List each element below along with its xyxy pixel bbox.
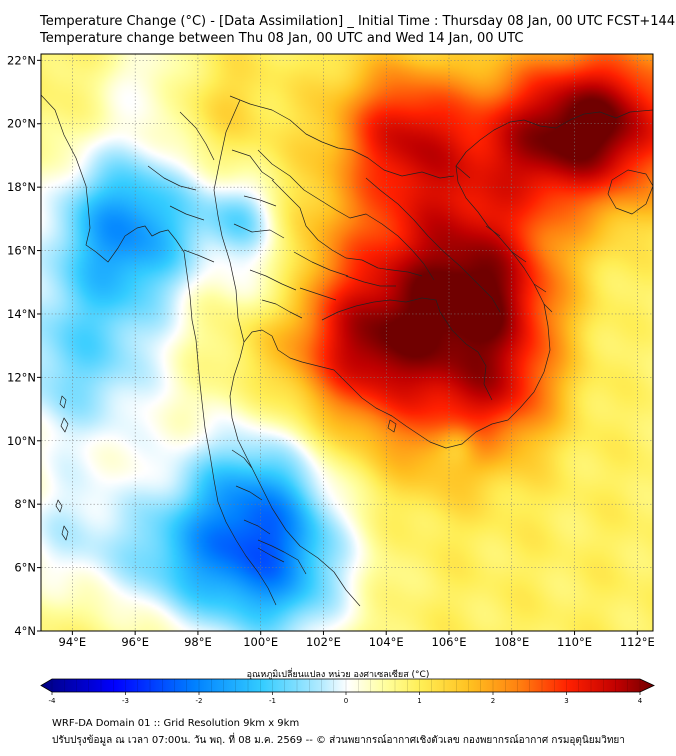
lon-tick-label: 98°E — [184, 635, 212, 649]
lat-tick-label: 14°N — [7, 307, 36, 321]
lat-tick-label: 18°N — [7, 180, 36, 194]
peninsula-west-coastline — [201, 401, 277, 606]
colorbar: -4 -3 -2 -1 0 1 2 3 4 — [40, 678, 655, 705]
peninsula-provinces — [231, 449, 285, 563]
colorbar-title: อุณหภูมิเปลี่ยนแปลง หน่วย องศาเซลเซียส (… — [246, 670, 430, 680]
coastlines-and-borders — [41, 94, 653, 607]
footer-update-info: ปรับปรุงข้อมูล ณ เวลา 07:00น. วัน พฤ. ที… — [52, 735, 625, 746]
lon-tick-label: 94°E — [59, 635, 87, 649]
longitude-labels: 94°E 96°E 98°E 100°E 102°E 104°E 106°E 108°E 110… — [59, 635, 655, 649]
colorbar-tick-label: 2 — [491, 697, 495, 705]
colorbar-tick-label: -1 — [269, 697, 276, 705]
laos-vietnam-border — [365, 177, 501, 313]
map-frame — [40, 53, 654, 632]
chart-title-line2: Temperature change between Thu 08 Jan, 0… — [40, 31, 524, 46]
colorbar-tick-label: -2 — [196, 697, 203, 705]
lat-tick-label: 22°N — [7, 53, 36, 67]
latitude-labels: 4°N 6°N 8°N 10°N 12°N 14°N 16°N 18°N 20°N 22°N — [7, 53, 36, 638]
lat-tick-label: 8°N — [14, 497, 36, 511]
lon-tick-label: 112°E — [620, 635, 655, 649]
lat-tick-label: 10°N — [7, 434, 36, 448]
thailand-provinces-central — [249, 259, 423, 319]
myanmar-coastline — [41, 94, 203, 403]
colorbar-tick-label: 0 — [344, 697, 348, 705]
phu-quoc-island — [387, 419, 397, 433]
lat-tick-label: 4°N — [14, 624, 36, 638]
colorbar-tick-label: 3 — [564, 697, 568, 705]
lat-lon-gridlines — [41, 54, 653, 631]
lon-tick-label: 104°E — [369, 635, 404, 649]
chart-title-line1: Temperature Change (°C) - [Data Assimila… — [40, 14, 676, 29]
lon-tick-label: 100°E — [243, 635, 278, 649]
axis-ticks — [37, 59, 638, 635]
lat-tick-label: 12°N — [7, 370, 36, 384]
lat-tick-label: 6°N — [14, 561, 36, 575]
temperature-change-field — [41, 54, 653, 631]
cambodia-vietnam-border — [439, 311, 493, 401]
vietnam-provinces — [455, 165, 553, 313]
colorbar-tick-label: 1 — [417, 697, 421, 705]
lon-tick-label: 96°E — [121, 635, 149, 649]
thailand-laos-border — [257, 149, 435, 281]
thailand-cambodia-border — [321, 297, 441, 321]
lon-tick-label: 110°E — [557, 635, 592, 649]
andaman-islands — [55, 395, 69, 541]
lat-tick-label: 16°N — [7, 244, 36, 258]
colorbar-tick-label: -3 — [122, 697, 129, 705]
china-border — [229, 95, 455, 179]
colorbar-tick-label: -4 — [49, 697, 57, 705]
malaysia-border — [257, 539, 307, 575]
myanmar-states — [147, 111, 215, 263]
colorbar-tick-label: 4 — [638, 697, 643, 705]
lon-tick-label: 106°E — [432, 635, 467, 649]
thailand-provinces-north — [231, 149, 363, 277]
hainan-coastline — [607, 169, 653, 215]
lon-tick-label: 108°E — [494, 635, 529, 649]
gulf-of-thailand-coastline — [229, 109, 653, 607]
lon-tick-label: 102°E — [306, 635, 341, 649]
footer-model-info: WRF-DA Domain 01 :: Grid Resolution 9km … — [52, 718, 300, 729]
lat-tick-label: 20°N — [7, 117, 36, 131]
colorbar-ticks: -4 -3 -2 -1 0 1 2 3 4 — [49, 679, 643, 705]
thailand-myanmar-border — [213, 99, 245, 343]
